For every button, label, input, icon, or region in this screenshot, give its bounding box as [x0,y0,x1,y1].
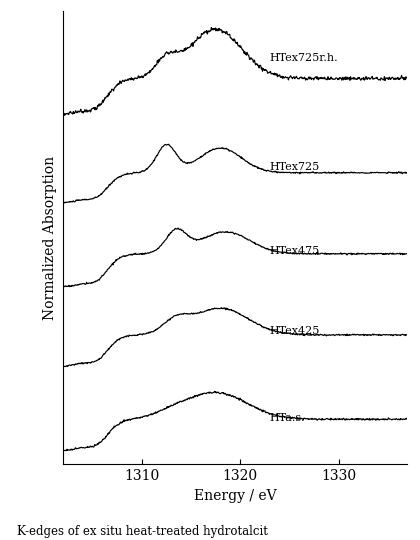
Text: HTex725r.h.: HTex725r.h. [270,52,338,63]
Y-axis label: Normalized Absorption: Normalized Absorption [43,156,58,320]
Text: K-edges of ex situ heat-treated hydrotalcit: K-edges of ex situ heat-treated hydrotal… [17,524,268,538]
Text: HTex425: HTex425 [270,326,320,336]
Text: HTex475: HTex475 [270,246,320,256]
Text: HTa.s.: HTa.s. [270,413,305,423]
Text: HTex725: HTex725 [270,162,320,172]
X-axis label: Energy / eV: Energy / eV [194,489,276,503]
